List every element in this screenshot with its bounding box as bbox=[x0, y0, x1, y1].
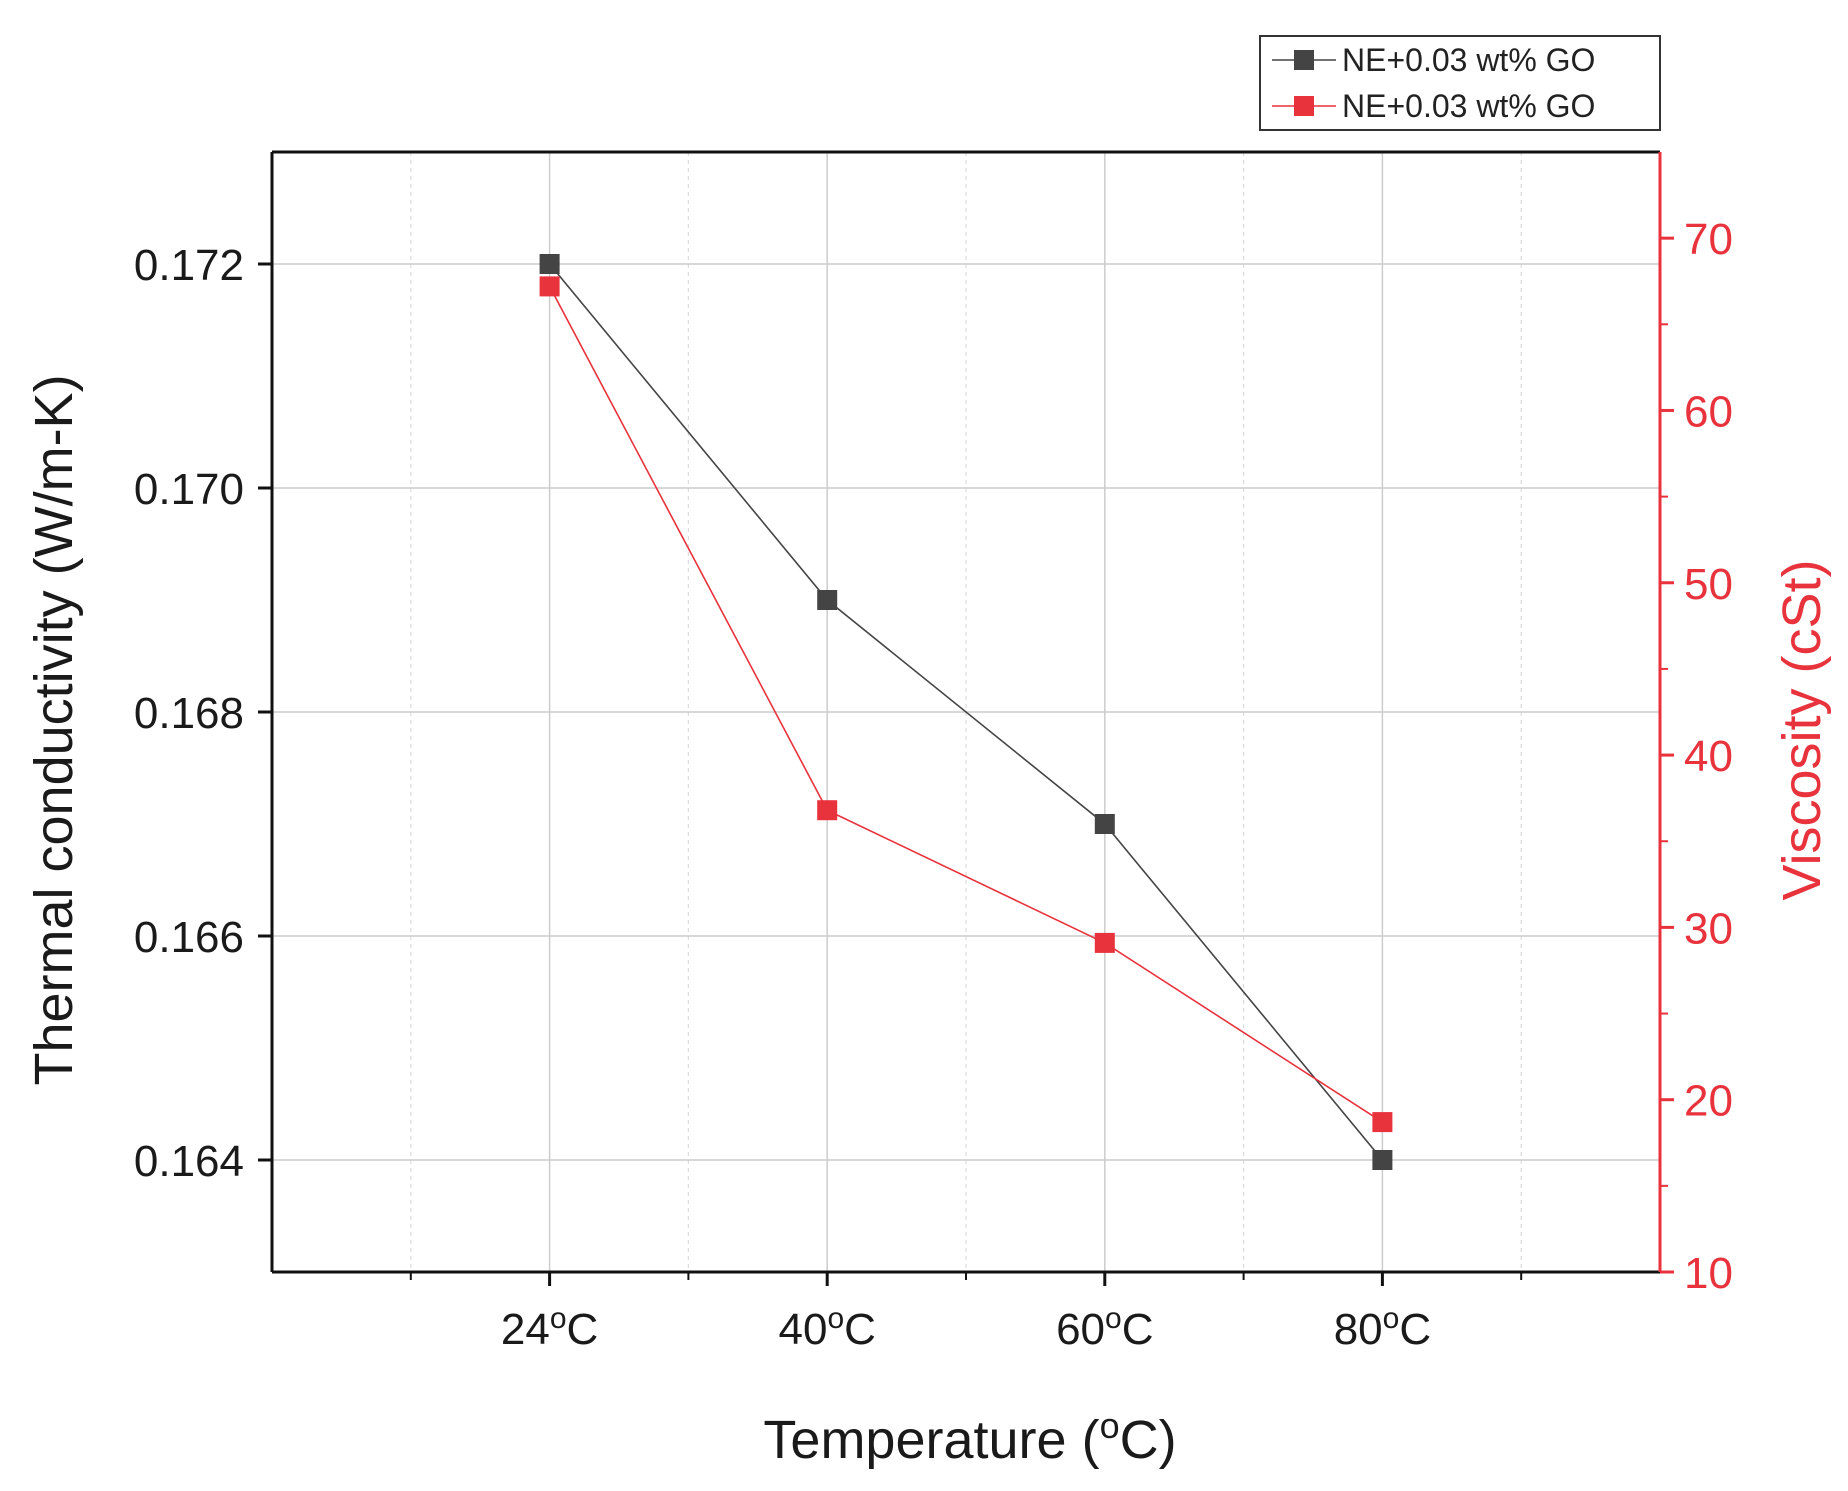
y-left-tick-label: 0.166 bbox=[134, 913, 244, 962]
series-1-point bbox=[1372, 1150, 1393, 1170]
y-axis-right-title: Viscosity (cSt) bbox=[1772, 559, 1832, 900]
y-left-tick-label: 0.164 bbox=[134, 1137, 244, 1186]
legend-box bbox=[1259, 35, 1661, 131]
legend-marker-1 bbox=[1294, 50, 1314, 70]
y-right-tick-label: 40 bbox=[1684, 732, 1733, 781]
series-1-line bbox=[548, 263, 1384, 1161]
series-2-point bbox=[1094, 932, 1115, 953]
x-tick-label: 80oC bbox=[1334, 1302, 1431, 1354]
series-layer bbox=[539, 254, 1393, 1170]
y-axis-left-title: Thermal conductivity (W/m-K) bbox=[24, 374, 84, 1085]
y-right-tick-label: 30 bbox=[1684, 904, 1733, 953]
x-axis: 24oC 40oC 60oC 80oC bbox=[409, 1272, 1523, 1354]
x-tick-label: 40oC bbox=[778, 1302, 875, 1354]
series-1-point bbox=[539, 254, 560, 274]
y-axis-right: 10 20 30 40 50 60 70 bbox=[1660, 215, 1733, 1298]
y-right-tick-label: 50 bbox=[1684, 560, 1733, 609]
x-tick-label: 24oC bbox=[501, 1302, 598, 1354]
y-left-tick-label: 0.172 bbox=[134, 241, 244, 290]
series-2-point bbox=[817, 800, 838, 821]
y-left-tick-label: 0.168 bbox=[134, 689, 244, 738]
series-1-point bbox=[817, 590, 838, 610]
x-axis-title: Temperature (oC) bbox=[763, 1405, 1176, 1470]
y-right-tick-label: 70 bbox=[1684, 215, 1733, 264]
legend-label-2: NE+0.03 wt% GO bbox=[1342, 88, 1595, 124]
series-2-point bbox=[1372, 1112, 1393, 1133]
y-axis-left: 0.164 0.166 0.168 0.170 0.172 bbox=[134, 241, 272, 1186]
legend-marker-2 bbox=[1294, 96, 1314, 116]
y-left-tick-label: 0.170 bbox=[134, 465, 244, 514]
series-1-point bbox=[1094, 814, 1115, 834]
legend-label-1: NE+0.03 wt% GO bbox=[1342, 42, 1595, 78]
y-right-tick-label: 60 bbox=[1684, 387, 1733, 436]
series-2-line bbox=[548, 286, 1383, 1123]
legend: NE+0.03 wt% GO NE+0.03 wt% GO bbox=[1259, 35, 1661, 131]
x-tick-label: 60oC bbox=[1056, 1302, 1153, 1354]
series-2-point bbox=[539, 276, 560, 297]
y-right-tick-label: 20 bbox=[1684, 1077, 1733, 1126]
y-right-tick-label: 10 bbox=[1684, 1249, 1733, 1298]
